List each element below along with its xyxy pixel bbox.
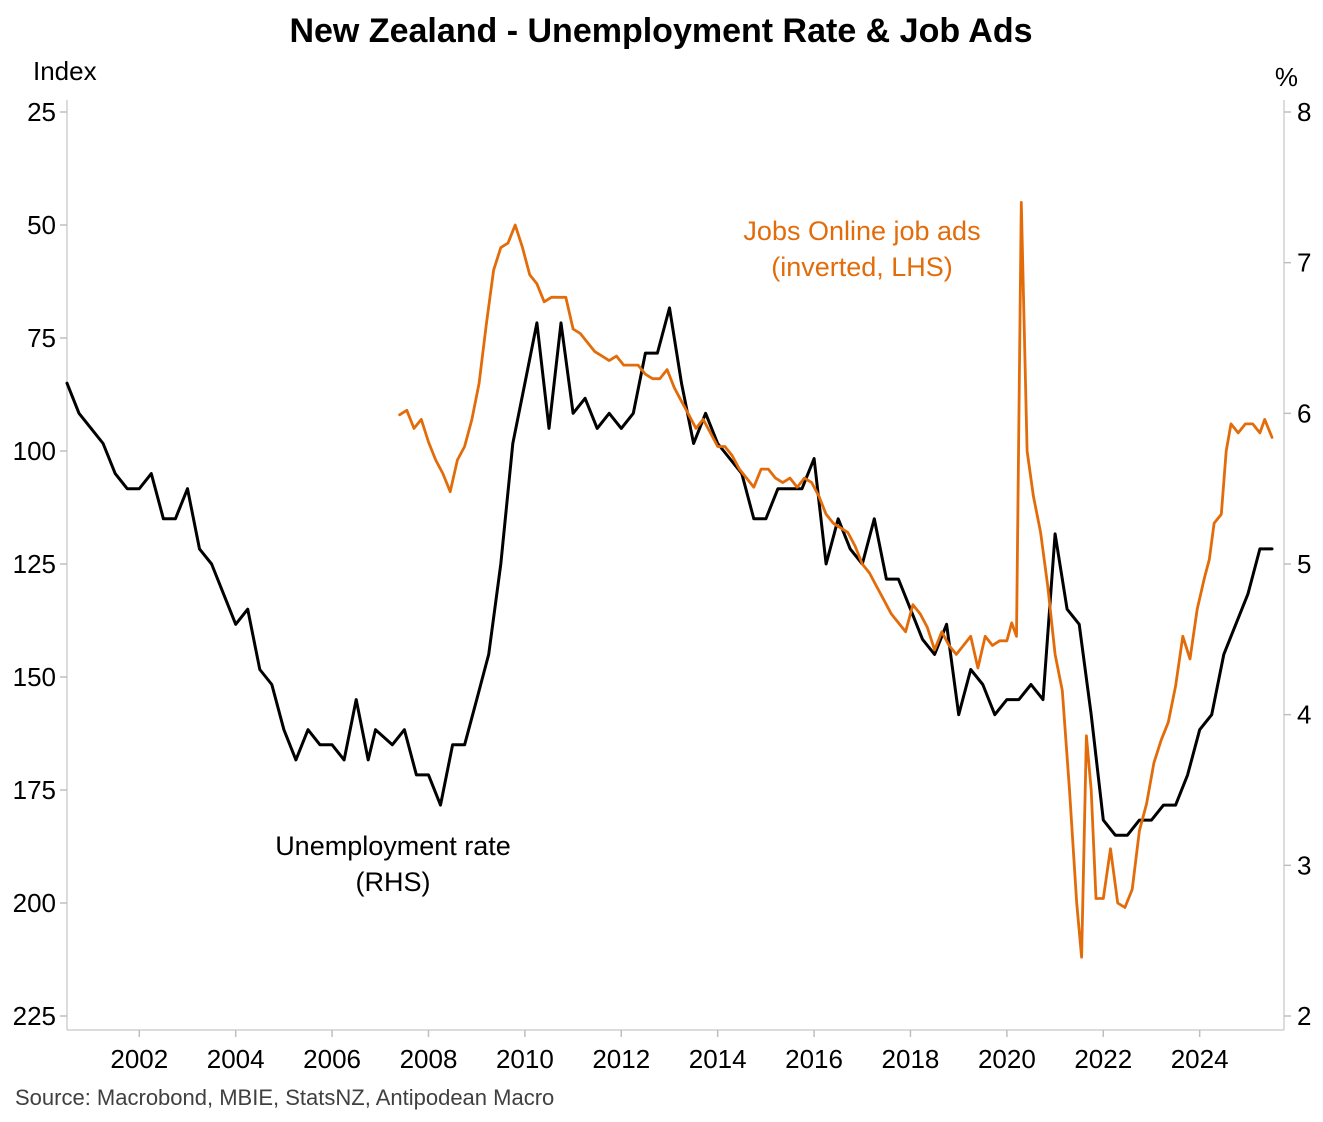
right-axis-unit: % <box>1275 62 1298 92</box>
x-tick-label: 2006 <box>303 1044 361 1074</box>
left-tick-label: 125 <box>13 549 56 579</box>
right-tick-label: 3 <box>1297 850 1311 880</box>
series-layer <box>65 201 1274 959</box>
job-ads-annotation-line2: (inverted, LHS) <box>771 252 953 282</box>
x-tick-label: 2002 <box>110 1044 168 1074</box>
left-axis-unit: Index <box>33 56 97 86</box>
right-tick-label: 7 <box>1297 248 1311 278</box>
x-tick-label: 2022 <box>1074 1044 1132 1074</box>
left-tick-label: 200 <box>13 888 56 918</box>
x-axis-ticks: 2002 2004 2006 2008 2010 2012 2014 2016 2018 2020… <box>110 1030 1229 1074</box>
left-tick-label: 25 <box>27 97 56 127</box>
right-tick-label: 6 <box>1297 398 1311 428</box>
right-tick-label: 5 <box>1297 549 1311 579</box>
left-tick-label: 75 <box>27 323 56 353</box>
x-tick-label: 2012 <box>592 1044 650 1074</box>
left-tick-label: 50 <box>27 210 56 240</box>
x-tick-label: 2014 <box>689 1044 747 1074</box>
x-tick-label: 2018 <box>882 1044 940 1074</box>
right-tick-label: 8 <box>1297 97 1311 127</box>
unemployment-annotation-line1: Unemployment rate <box>275 831 511 861</box>
left-tick-label: 100 <box>13 436 56 466</box>
left-tick-label: 175 <box>13 775 56 805</box>
job-ads-annotation-line1: Jobs Online job ads <box>743 216 980 246</box>
left-tick-label: 225 <box>13 1001 56 1031</box>
chart-title: New Zealand - Unemployment Rate & Job Ad… <box>289 12 1032 50</box>
x-tick-label: 2010 <box>496 1044 554 1074</box>
x-tick-label: 2016 <box>785 1044 843 1074</box>
right-axis-ticks: 2 3 4 5 6 7 8 <box>1284 97 1311 1031</box>
x-tick-label: 2024 <box>1171 1044 1229 1074</box>
right-tick-label: 4 <box>1297 700 1311 730</box>
series-line-jobs-online-job-ads <box>398 201 1274 959</box>
x-tick-label: 2004 <box>207 1044 265 1074</box>
source-note: Source: Macrobond, MBIE, StatsNZ, Antipo… <box>15 1085 554 1110</box>
unemployment-annotation-line2: (RHS) <box>356 867 431 897</box>
x-tick-label: 2008 <box>400 1044 458 1074</box>
right-tick-label: 2 <box>1297 1001 1311 1031</box>
series-line-unemployment-rate <box>65 306 1274 837</box>
left-axis-ticks: 25 50 75 100 125 150 175 200 225 <box>13 97 67 1031</box>
left-tick-label: 150 <box>13 662 56 692</box>
x-tick-label: 2020 <box>978 1044 1036 1074</box>
